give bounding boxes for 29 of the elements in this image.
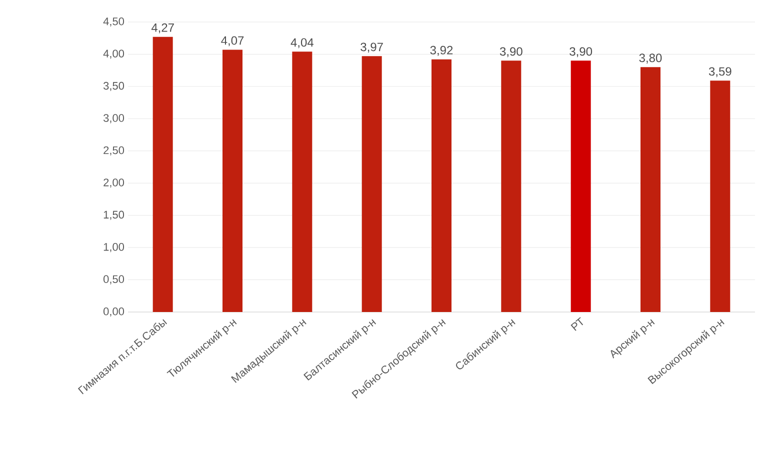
bar	[222, 50, 242, 312]
y-tick-label: 3,50	[103, 82, 124, 91]
bar	[640, 67, 660, 312]
data-label: 3,90	[500, 47, 522, 58]
y-tick-label: 2,00	[104, 178, 124, 188]
bar	[570, 60, 591, 312]
bar	[292, 52, 312, 312]
data-label: 3,59	[708, 67, 732, 78]
y-tick-label: 3,00	[103, 114, 124, 124]
y-tick-label: 4,00	[103, 50, 124, 59]
x-tick-label: РТ	[570, 317, 584, 331]
data-label: 4,04	[290, 38, 314, 48]
y-tick-label: 1,50	[104, 210, 124, 220]
y-tick-label: 2,50	[104, 146, 124, 156]
bar	[432, 59, 452, 312]
y-tick-label: 0,00	[103, 307, 124, 317]
y-tick-label: 1,00	[104, 243, 124, 252]
y-tick-label: 0,50	[103, 275, 124, 284]
data-label: 4,27	[151, 23, 174, 34]
data-label: 3,97	[360, 42, 383, 53]
y-tick-label: 4,50	[103, 17, 124, 27]
bar	[362, 56, 382, 312]
bar	[710, 80, 730, 312]
bar	[501, 60, 522, 312]
data-label: 3,90	[570, 47, 592, 58]
data-label: 4,07	[221, 36, 244, 46]
data-label: 3,92	[430, 46, 453, 56]
data-label: 3,80	[639, 54, 662, 64]
bar	[152, 36, 173, 312]
